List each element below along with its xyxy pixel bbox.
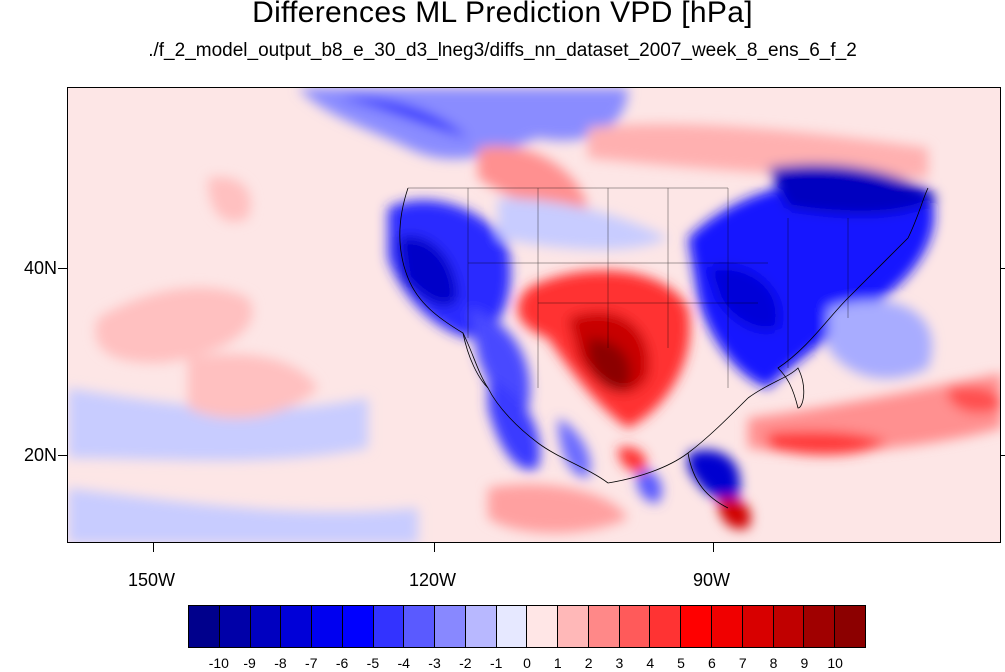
colorbar-swatch bbox=[835, 606, 865, 647]
tick-40n-right bbox=[1001, 268, 1005, 269]
colorbar-label: 6 bbox=[708, 655, 716, 671]
colorbar-swatch bbox=[466, 606, 497, 647]
colorbar-swatch bbox=[712, 606, 743, 647]
colorbar-label: -8 bbox=[274, 655, 286, 671]
map-title: Differences ML Prediction VPD [hPa] bbox=[0, 0, 1005, 30]
tick-20n-right bbox=[1001, 455, 1005, 456]
colorbar-label: 8 bbox=[770, 655, 778, 671]
colorbar-label: 3 bbox=[616, 655, 624, 671]
lat-label-20n: 20N bbox=[24, 445, 57, 466]
colorbar-label: 10 bbox=[827, 655, 843, 671]
colorbar-swatch bbox=[497, 606, 528, 647]
colorbar-swatch bbox=[620, 606, 651, 647]
tick-40n-left bbox=[58, 268, 67, 269]
colorbar-label: -4 bbox=[397, 655, 409, 671]
colorbar-label: -1 bbox=[490, 655, 502, 671]
colorbar-swatch bbox=[527, 606, 558, 647]
colorbar-swatch bbox=[281, 606, 312, 647]
map-plot-area bbox=[67, 87, 1001, 543]
colorbar-swatch bbox=[189, 606, 220, 647]
tick-150w bbox=[153, 543, 154, 552]
colorbar-swatch bbox=[220, 606, 251, 647]
colorbar-swatch bbox=[743, 606, 774, 647]
colorbar-label: 0 bbox=[523, 655, 531, 671]
colorbar-swatch bbox=[650, 606, 681, 647]
colorbar-swatch bbox=[435, 606, 466, 647]
map-subtitle: ./f_2_model_output_b8_e_30_d3_lneg3/diff… bbox=[0, 40, 1005, 62]
colorbar-swatch bbox=[251, 606, 282, 647]
vpd-difference-map bbox=[68, 88, 1001, 543]
colorbar-label: -9 bbox=[243, 655, 255, 671]
lon-label-150w: 150W bbox=[128, 570, 175, 591]
colorbar-label: -6 bbox=[336, 655, 348, 671]
colorbar-label: 2 bbox=[585, 655, 593, 671]
colorbar bbox=[188, 605, 866, 648]
colorbar-swatch bbox=[404, 606, 435, 647]
colorbar-label: 7 bbox=[739, 655, 747, 671]
colorbar-label: 4 bbox=[646, 655, 654, 671]
colorbar-swatch bbox=[804, 606, 835, 647]
colorbar-label: 5 bbox=[677, 655, 685, 671]
tick-20n-left bbox=[58, 455, 67, 456]
colorbar-label: 9 bbox=[800, 655, 808, 671]
colorbar-swatch bbox=[681, 606, 712, 647]
colorbar-label: -2 bbox=[459, 655, 471, 671]
tick-120w bbox=[434, 543, 435, 552]
lon-label-120w: 120W bbox=[409, 570, 456, 591]
colorbar-label: -7 bbox=[305, 655, 317, 671]
colorbar-swatch bbox=[374, 606, 405, 647]
lat-label-40n: 40N bbox=[24, 258, 57, 279]
colorbar-swatch bbox=[558, 606, 589, 647]
lon-label-90w: 90W bbox=[693, 570, 730, 591]
colorbar-swatch bbox=[343, 606, 374, 647]
colorbar-swatch bbox=[774, 606, 805, 647]
colorbar-label: -10 bbox=[209, 655, 229, 671]
colorbar-swatch bbox=[312, 606, 343, 647]
colorbar-swatch bbox=[589, 606, 620, 647]
tick-90w bbox=[713, 543, 714, 552]
colorbar-label: -3 bbox=[428, 655, 440, 671]
colorbar-label: -5 bbox=[367, 655, 379, 671]
colorbar-label: 1 bbox=[554, 655, 562, 671]
